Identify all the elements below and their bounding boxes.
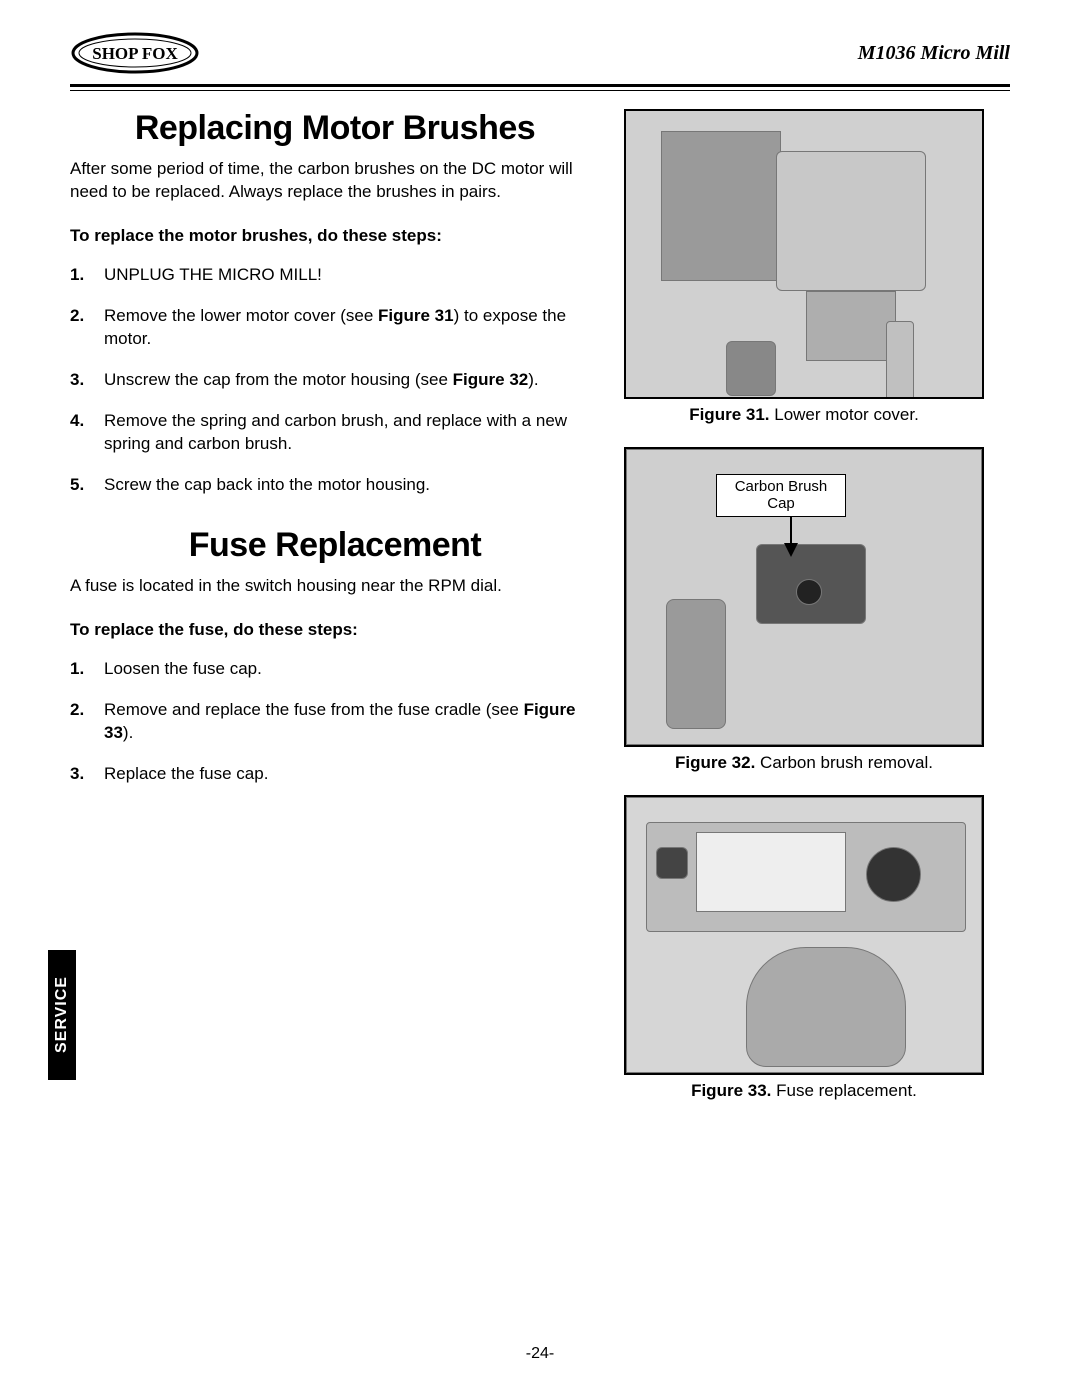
document-title: M1036 Micro Mill bbox=[858, 42, 1010, 65]
section1-intro: After some period of time, the carbon br… bbox=[70, 158, 600, 204]
section1-title: Replacing Motor Brushes bbox=[70, 109, 600, 148]
figure-reference: Figure 33 bbox=[104, 700, 576, 742]
svg-text:SHOP FOX: SHOP FOX bbox=[92, 44, 178, 63]
figure-32: Carbon Brush Cap Figure 32. Carbon brush… bbox=[624, 447, 984, 773]
section2-intro: A fuse is located in the switch housing … bbox=[70, 575, 600, 598]
figure-31-caption-text: Lower motor cover. bbox=[770, 405, 919, 424]
figure-32-caption: Figure 32. Carbon brush removal. bbox=[624, 753, 984, 773]
step-item: Screw the cap back into the motor housin… bbox=[70, 474, 600, 497]
figure-31-label: Figure 31. bbox=[689, 405, 769, 424]
figure-32-callout: Carbon Brush Cap bbox=[716, 474, 846, 517]
step-item: Loosen the fuse cap. bbox=[70, 658, 600, 681]
figure-32-caption-text: Carbon brush removal. bbox=[755, 753, 933, 772]
header-rule bbox=[70, 84, 1010, 91]
left-column: Replacing Motor Brushes After some perio… bbox=[70, 109, 600, 1123]
figure-reference: Figure 32 bbox=[453, 370, 529, 389]
step-item: Remove the lower motor cover (see Figure… bbox=[70, 305, 600, 351]
section1-steps-list: UNPLUG THE MICRO MILL! Remove the lower m… bbox=[70, 264, 600, 497]
step-item: Replace the fuse cap. bbox=[70, 763, 600, 786]
step-item: UNPLUG THE MICRO MILL! bbox=[70, 264, 600, 287]
right-column: Figure 31. Lower motor cover. Carbon Bru… bbox=[624, 109, 984, 1123]
figure-32-label: Figure 32. bbox=[675, 753, 755, 772]
figure-33-label: Figure 33. bbox=[691, 1081, 771, 1100]
figure-33-image bbox=[624, 795, 984, 1075]
section-tab-service: SERVICE bbox=[48, 950, 76, 1080]
page-header: SHOP FOX M1036 Micro Mill bbox=[70, 30, 1010, 76]
page-number: -24- bbox=[0, 1345, 1080, 1363]
figure-31: Figure 31. Lower motor cover. bbox=[624, 109, 984, 425]
step-item: Unscrew the cap from the motor housing (… bbox=[70, 369, 600, 392]
section2-steps-lead: To replace the fuse, do these steps: bbox=[70, 620, 600, 640]
step-item: Remove and replace the fuse from the fus… bbox=[70, 699, 600, 745]
section2-steps-list: Loosen the fuse cap. Remove and replace t… bbox=[70, 658, 600, 786]
section1-steps-lead: To replace the motor brushes, do these s… bbox=[70, 226, 600, 246]
figure-33: Figure 33. Fuse replacement. bbox=[624, 795, 984, 1101]
figure-33-caption: Figure 33. Fuse replacement. bbox=[624, 1081, 984, 1101]
figure-32-image: Carbon Brush Cap bbox=[624, 447, 984, 747]
step-item: Remove the spring and carbon brush, and … bbox=[70, 410, 600, 456]
brand-logo: SHOP FOX bbox=[70, 30, 200, 76]
figure-33-caption-text: Fuse replacement. bbox=[771, 1081, 917, 1100]
figure-reference: Figure 31 bbox=[378, 306, 454, 325]
figure-31-image bbox=[624, 109, 984, 399]
figure-31-caption: Figure 31. Lower motor cover. bbox=[624, 405, 984, 425]
content-area: Replacing Motor Brushes After some perio… bbox=[70, 109, 1010, 1123]
section2-title: Fuse Replacement bbox=[70, 526, 600, 565]
